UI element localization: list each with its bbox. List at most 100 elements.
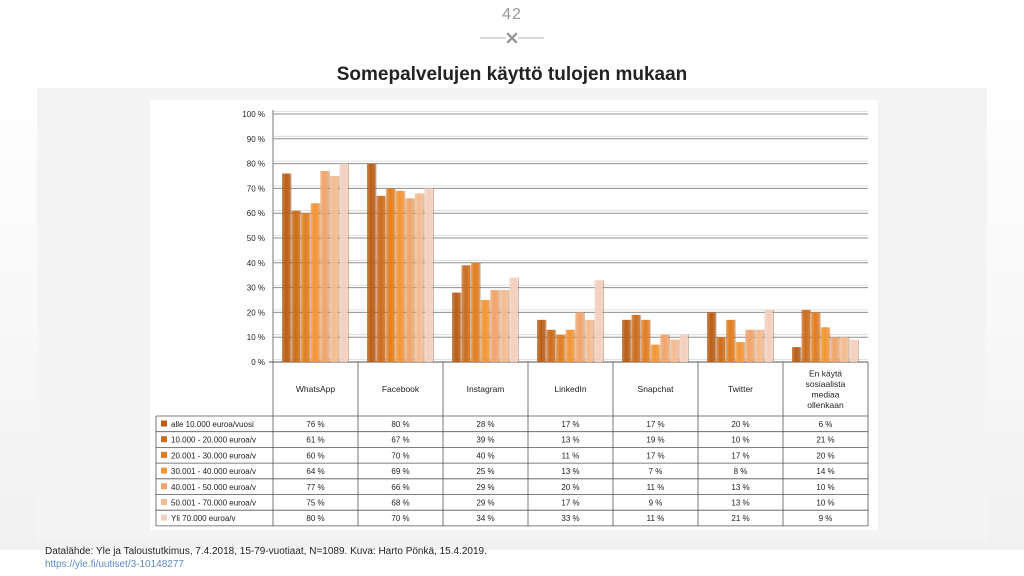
bar bbox=[499, 290, 509, 362]
bar-shade bbox=[668, 334, 670, 362]
bar bbox=[565, 329, 575, 362]
y-tick-label: 40 % bbox=[247, 259, 265, 268]
data-label: 29 % bbox=[476, 499, 494, 508]
bar bbox=[546, 329, 556, 362]
bar-shade bbox=[290, 173, 292, 362]
bar-chart: 0 % 10 % 20 % 30 % 40 % 50 % 60 % 70 % 80 % 90 % 1… bbox=[155, 110, 869, 527]
data-label: 29 % bbox=[476, 483, 494, 492]
data-label: 67 % bbox=[391, 436, 409, 445]
data-label: 13 % bbox=[731, 499, 749, 508]
bar-shade bbox=[555, 329, 557, 362]
data-label: 10 % bbox=[731, 436, 749, 445]
data-label: 17 % bbox=[646, 420, 664, 429]
category-label: En käytä bbox=[809, 368, 842, 378]
data-label: 13 % bbox=[731, 483, 749, 492]
y-tick-label: 90 % bbox=[247, 135, 265, 144]
bar-shade bbox=[810, 309, 812, 362]
legend-swatch bbox=[161, 483, 167, 490]
data-label: 17 % bbox=[731, 451, 749, 460]
data-label: 21 % bbox=[731, 514, 749, 523]
bar-shade bbox=[545, 319, 547, 362]
data-label: 17 % bbox=[561, 420, 579, 429]
category-label: ollenkaan bbox=[807, 400, 844, 410]
bar-shade bbox=[744, 342, 746, 362]
bar bbox=[716, 337, 726, 362]
bar-shade bbox=[375, 163, 377, 362]
data-label: 11 % bbox=[647, 514, 665, 523]
bar bbox=[594, 280, 603, 362]
bar-shade bbox=[433, 188, 434, 362]
data-label: 20 % bbox=[731, 420, 749, 429]
bar bbox=[660, 334, 669, 362]
data-label: 40 % bbox=[476, 451, 494, 460]
category-label: Instagram bbox=[467, 384, 505, 394]
data-label: 11 % bbox=[647, 483, 665, 492]
legend-label: Yli 70.000 euroa/v bbox=[171, 514, 236, 523]
legend-label: 50.001 - 70.000 euroa/v bbox=[171, 499, 256, 508]
data-label: 64 % bbox=[306, 467, 324, 476]
bar bbox=[490, 290, 499, 362]
y-tick-label: 80 % bbox=[247, 160, 265, 169]
data-label: 14 % bbox=[816, 467, 834, 476]
bar bbox=[320, 171, 329, 362]
data-label: 19 % bbox=[646, 436, 664, 445]
data-label: 80 % bbox=[306, 514, 324, 523]
data-label: 70 % bbox=[391, 451, 409, 460]
y-tick-label: 0 % bbox=[251, 358, 265, 367]
bar-shade bbox=[423, 193, 425, 362]
slide-title: Somepalvelujen käyttö tulojen mukaan bbox=[336, 64, 688, 85]
legend-label: 40.001 - 50.000 euroa/v bbox=[171, 483, 256, 492]
bar bbox=[726, 319, 735, 362]
legend-label: 20.001 - 30.000 euroa/v bbox=[171, 451, 256, 460]
data-label: 20 % bbox=[816, 451, 834, 460]
bar bbox=[820, 327, 830, 362]
bar bbox=[669, 339, 679, 362]
bar bbox=[339, 163, 348, 362]
data-label: 17 % bbox=[561, 499, 579, 508]
bar bbox=[745, 329, 754, 362]
y-tick-label: 50 % bbox=[247, 234, 265, 243]
bar-shade bbox=[800, 347, 802, 362]
data-label: 33 % bbox=[561, 514, 579, 523]
data-label: 17 % bbox=[646, 451, 664, 460]
data-label: 61 % bbox=[306, 436, 324, 445]
bar bbox=[792, 347, 801, 362]
data-label: 68 % bbox=[391, 499, 409, 508]
data-label: 60 % bbox=[306, 451, 324, 460]
y-tick-label: 10 % bbox=[247, 333, 265, 342]
bar bbox=[849, 339, 858, 362]
bar-shade bbox=[508, 290, 510, 362]
category-label: LinkedIn bbox=[554, 384, 586, 394]
data-label: 80 % bbox=[391, 420, 409, 429]
bar-shade bbox=[734, 319, 736, 362]
bar bbox=[310, 203, 320, 362]
bar bbox=[764, 309, 773, 362]
bar-shade bbox=[460, 292, 462, 362]
data-label: 21 % bbox=[816, 436, 834, 445]
data-label: 9 % bbox=[649, 499, 663, 508]
bar bbox=[471, 262, 480, 362]
data-label: 66 % bbox=[391, 483, 409, 492]
bar bbox=[452, 292, 461, 362]
bar bbox=[414, 193, 424, 362]
data-label: 77 % bbox=[306, 483, 324, 492]
bar-shade bbox=[593, 319, 595, 362]
data-label: 76 % bbox=[306, 420, 324, 429]
bar-shade bbox=[479, 262, 481, 362]
bar-shade bbox=[574, 329, 576, 362]
bar bbox=[405, 198, 414, 362]
category-label: Facebook bbox=[382, 384, 420, 394]
bar-shade bbox=[404, 190, 406, 362]
bar bbox=[329, 176, 339, 362]
bar-shade bbox=[773, 309, 774, 362]
bar bbox=[424, 188, 433, 362]
source-link[interactable]: https://yle.fi/uutiset/3-10148277 bbox=[45, 559, 184, 570]
y-tick-label: 20 % bbox=[247, 308, 265, 317]
bar bbox=[509, 277, 518, 362]
bar-shade bbox=[300, 210, 302, 362]
bar-shade bbox=[603, 280, 604, 362]
bar-shade bbox=[858, 339, 859, 362]
source-note: Datalähde: Yle ja Taloustutkimus, 7.4.20… bbox=[45, 546, 487, 557]
bar bbox=[679, 334, 688, 362]
bar bbox=[537, 319, 546, 362]
